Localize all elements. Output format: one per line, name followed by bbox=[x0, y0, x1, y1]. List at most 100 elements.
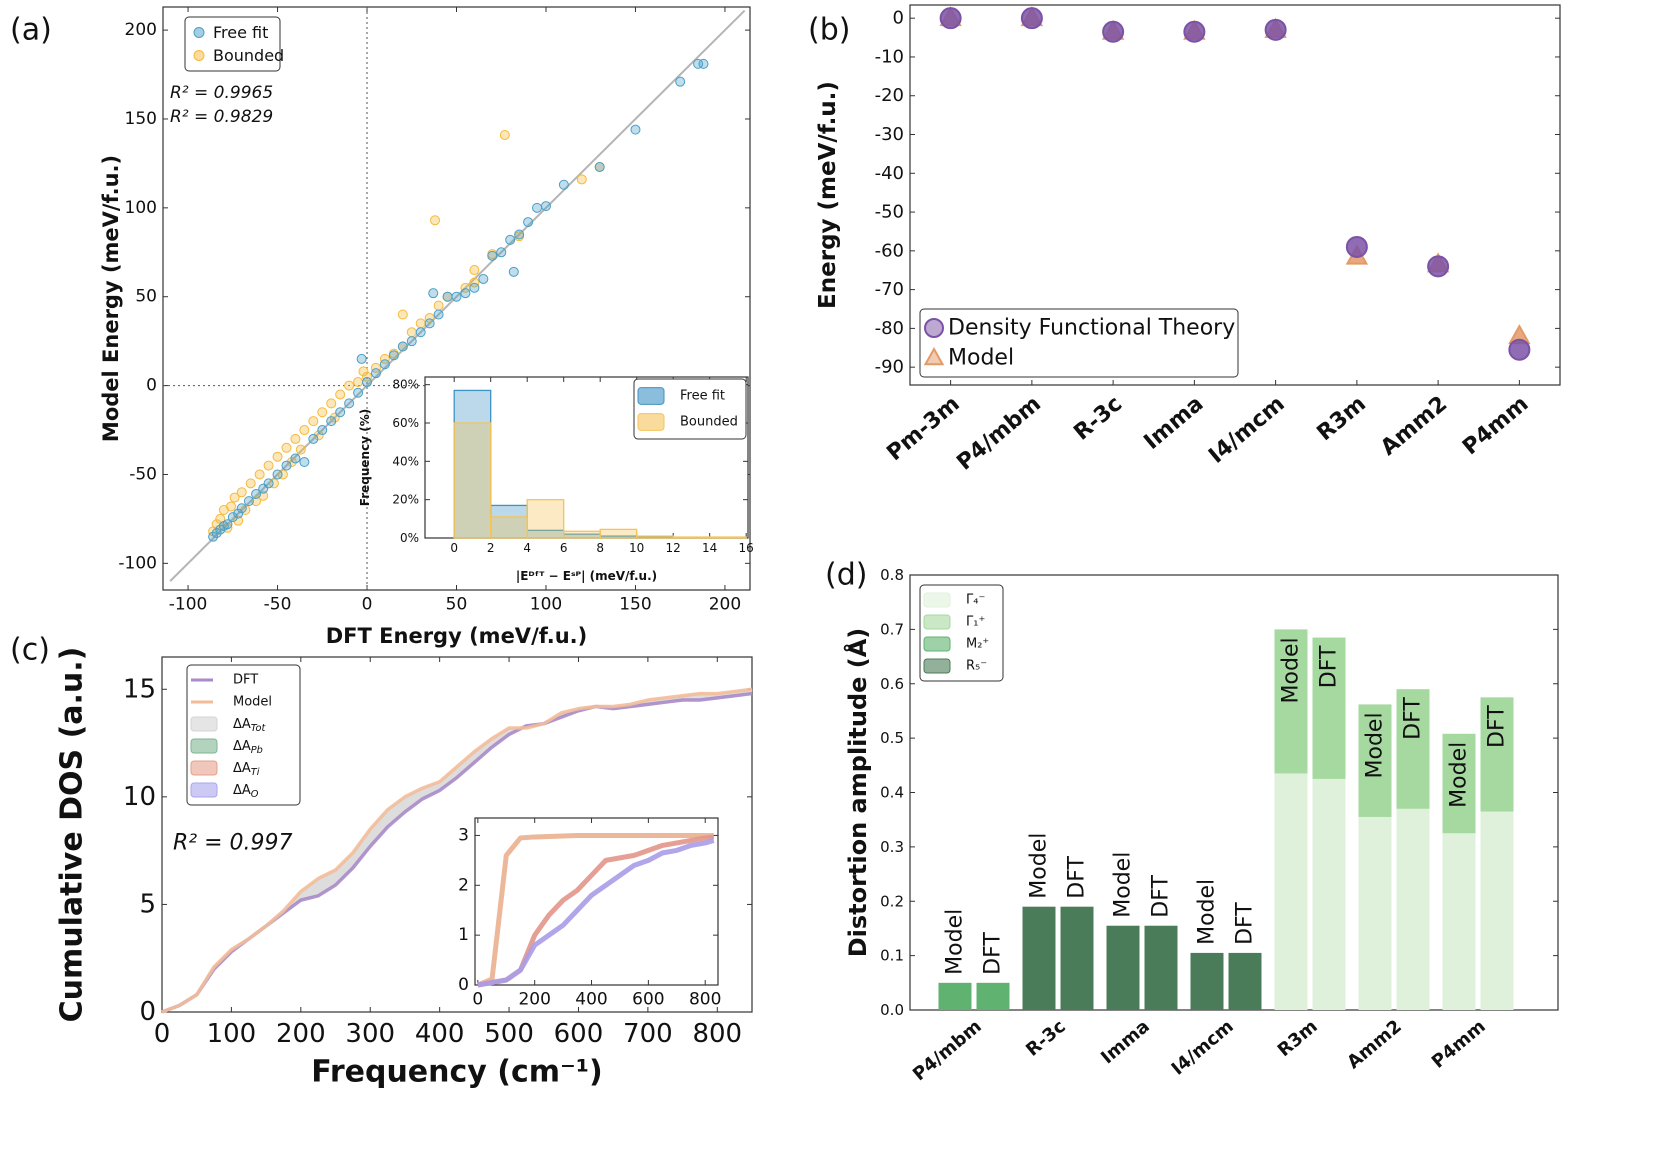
y-tick-label: -20 bbox=[875, 85, 904, 106]
point bbox=[335, 389, 346, 400]
point bbox=[317, 407, 328, 418]
y-tick-label: -80 bbox=[875, 318, 904, 339]
x-tick-label: 0 bbox=[362, 594, 373, 614]
legend-label: Bounded bbox=[213, 46, 284, 65]
y-tick-label: 40% bbox=[392, 454, 419, 468]
point bbox=[1345, 235, 1368, 258]
y-axis-label: Frequency (%) bbox=[358, 409, 372, 506]
bar-label: Model bbox=[1111, 852, 1136, 918]
annotation: R² = 0.997 bbox=[173, 831, 293, 856]
point bbox=[499, 129, 510, 140]
point bbox=[353, 377, 364, 388]
bar bbox=[490, 516, 528, 539]
y-axis-label: Energy (meV/f.u.) bbox=[815, 81, 841, 309]
bar-segment bbox=[1060, 906, 1094, 1010]
x-axis-label: Frequency (cm⁻¹) bbox=[311, 1055, 602, 1090]
bar-label: DFT bbox=[1485, 705, 1510, 748]
x-tick-label: 700 bbox=[623, 1019, 673, 1049]
x-tick-label: R3m bbox=[1313, 391, 1371, 446]
point bbox=[370, 362, 381, 373]
bar-label: DFT bbox=[1317, 645, 1342, 688]
legend-label: Free fit bbox=[680, 389, 725, 404]
point bbox=[290, 453, 301, 464]
point bbox=[406, 336, 417, 347]
point bbox=[939, 7, 962, 30]
point bbox=[675, 76, 686, 87]
y-tick-label: -100 bbox=[118, 553, 157, 573]
point bbox=[532, 202, 543, 213]
point bbox=[222, 519, 233, 530]
point bbox=[1102, 20, 1125, 43]
bar-label: Model bbox=[1195, 879, 1220, 945]
legend-patch bbox=[190, 716, 218, 732]
series-line bbox=[477, 838, 715, 988]
identity-line bbox=[169, 9, 746, 582]
point bbox=[1020, 7, 1043, 30]
legend-label: Density Functional Theory bbox=[948, 316, 1235, 341]
point bbox=[397, 309, 408, 320]
point bbox=[379, 353, 390, 364]
bar-label: Model bbox=[1363, 712, 1388, 778]
y-tick-label: 0.7 bbox=[880, 620, 904, 638]
point bbox=[243, 496, 254, 507]
panel-label: (d) bbox=[825, 558, 867, 593]
bar-segment bbox=[1144, 925, 1178, 1010]
legend-label: R₅⁻ bbox=[966, 659, 987, 674]
point bbox=[208, 531, 219, 542]
y-axis-label: Model Energy (meV/f.u.) bbox=[99, 155, 123, 442]
bar-label: DFT bbox=[981, 932, 1006, 975]
point bbox=[576, 174, 587, 185]
x-tick-label: 800 bbox=[689, 989, 721, 1009]
legend-patch bbox=[923, 592, 951, 608]
bar-segment bbox=[1228, 952, 1262, 1010]
point bbox=[326, 416, 337, 427]
point bbox=[1508, 338, 1531, 361]
y-tick-label: 5 bbox=[139, 889, 156, 919]
point bbox=[233, 515, 244, 526]
point bbox=[362, 377, 373, 388]
y-tick-label: -90 bbox=[875, 357, 904, 378]
point bbox=[254, 469, 265, 480]
point bbox=[388, 350, 399, 361]
x-tick-label: I4/mcm bbox=[1204, 391, 1289, 468]
y-tick-label: -40 bbox=[875, 163, 904, 184]
legend-patch bbox=[923, 658, 951, 674]
legend-patch bbox=[637, 413, 665, 431]
point bbox=[272, 469, 283, 480]
panel-label: (a) bbox=[10, 13, 52, 48]
x-tick-label: 50 bbox=[446, 594, 468, 614]
legend-label: ΔAO bbox=[233, 783, 259, 800]
x-tick-label: R3m bbox=[1274, 1016, 1322, 1061]
bar bbox=[599, 528, 638, 539]
y-tick-label: -70 bbox=[875, 279, 904, 300]
point bbox=[487, 250, 498, 261]
x-tick-label: 10 bbox=[629, 541, 644, 555]
point bbox=[356, 353, 367, 364]
bar-segment bbox=[1358, 704, 1392, 817]
y-tick-label: 1 bbox=[458, 925, 469, 945]
point bbox=[540, 201, 551, 212]
legend-label: M₂⁺ bbox=[966, 637, 989, 652]
bar-segment bbox=[1396, 808, 1430, 1010]
y-tick-label: 0 bbox=[893, 8, 904, 29]
x-tick-label: 150 bbox=[619, 594, 651, 614]
bar bbox=[709, 536, 747, 539]
legend-subscript: Ti bbox=[251, 767, 260, 778]
point bbox=[281, 460, 292, 471]
x-tick-label: Amm2 bbox=[1343, 1016, 1406, 1073]
legend-label: Γ₄⁻ bbox=[966, 593, 985, 608]
y-tick-label: -10 bbox=[875, 46, 904, 67]
point bbox=[236, 503, 247, 514]
bar-label: DFT bbox=[1401, 697, 1426, 740]
x-tick-label: 100 bbox=[207, 1019, 257, 1049]
bar-label: DFT bbox=[1149, 875, 1174, 918]
bar-segment bbox=[976, 982, 1010, 1010]
x-tick-label: 800 bbox=[692, 1019, 742, 1049]
point bbox=[1427, 255, 1450, 278]
y-tick-label: 0 bbox=[139, 997, 156, 1027]
y-tick-label: 0.8 bbox=[880, 566, 904, 584]
point bbox=[245, 478, 256, 489]
y-tick-label: -50 bbox=[875, 202, 904, 223]
